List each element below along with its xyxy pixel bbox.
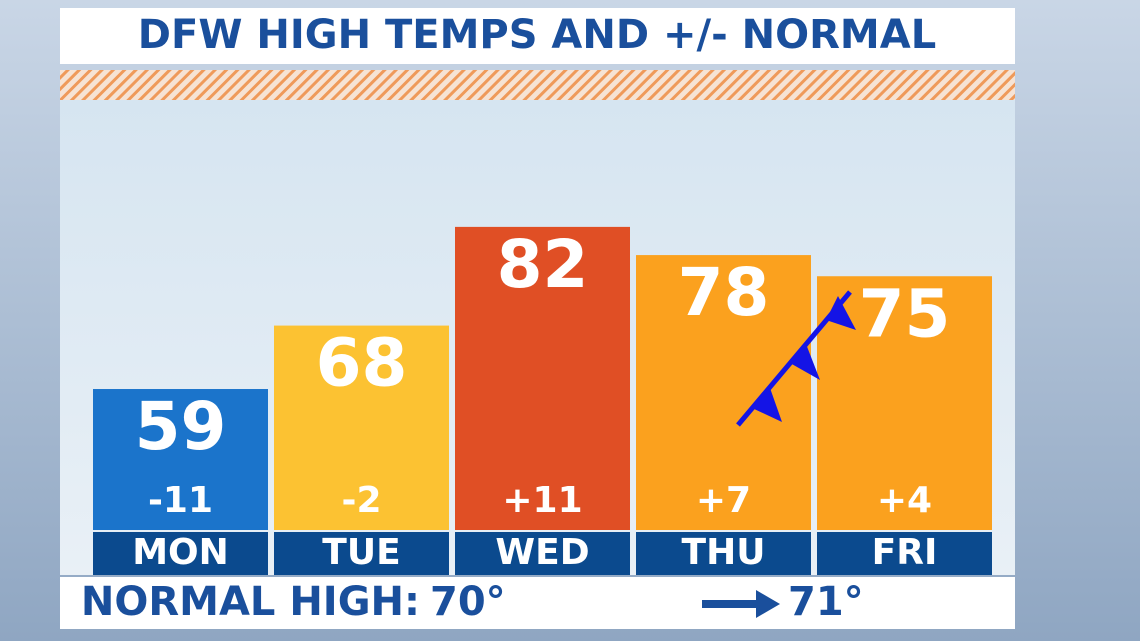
value-label: 75 (859, 275, 951, 352)
footer-to: 71° (788, 579, 864, 625)
day-band (817, 532, 992, 575)
value-label: 59 (135, 388, 227, 465)
day-band (93, 532, 268, 575)
value-label: 68 (316, 325, 408, 402)
stripe (60, 70, 1015, 100)
front-triangle (826, 296, 856, 330)
departure-label: +11 (502, 480, 582, 521)
x-tick-label: THU (682, 532, 766, 573)
value-label: 82 (497, 226, 589, 303)
title-box (60, 8, 1015, 64)
footer-box (60, 577, 1015, 629)
bar (636, 255, 811, 530)
front-triangle (752, 388, 782, 422)
x-tick-label: TUE (322, 532, 400, 573)
footer-label: NORMAL HIGH: (81, 579, 420, 625)
departure-label: +7 (696, 480, 751, 521)
x-tick-label: WED (495, 532, 589, 573)
day-band (455, 532, 630, 575)
footer-from: 70° (430, 579, 506, 625)
day-band (274, 532, 449, 575)
bar (274, 325, 449, 530)
front-triangle (790, 344, 820, 380)
cold-front (736, 290, 856, 427)
x-tick-label: MON (132, 532, 229, 573)
day-band (636, 532, 811, 575)
chart-title: DFW HIGH TEMPS AND +/- NORMAL (138, 12, 936, 58)
bar (455, 226, 630, 530)
departure-label: +4 (877, 480, 932, 521)
bars: 59 -11 MON 68 -2 TUE 82 +11 WED 78 +7 THU 75 +4 FRI (93, 226, 992, 575)
departure-label: -11 (148, 480, 213, 521)
departure-label: -2 (342, 480, 382, 521)
bar (93, 389, 268, 530)
footer-arrow (702, 590, 780, 618)
arrow-head (756, 590, 780, 618)
x-tick-label: FRI (872, 532, 938, 573)
value-label: 78 (678, 254, 770, 331)
